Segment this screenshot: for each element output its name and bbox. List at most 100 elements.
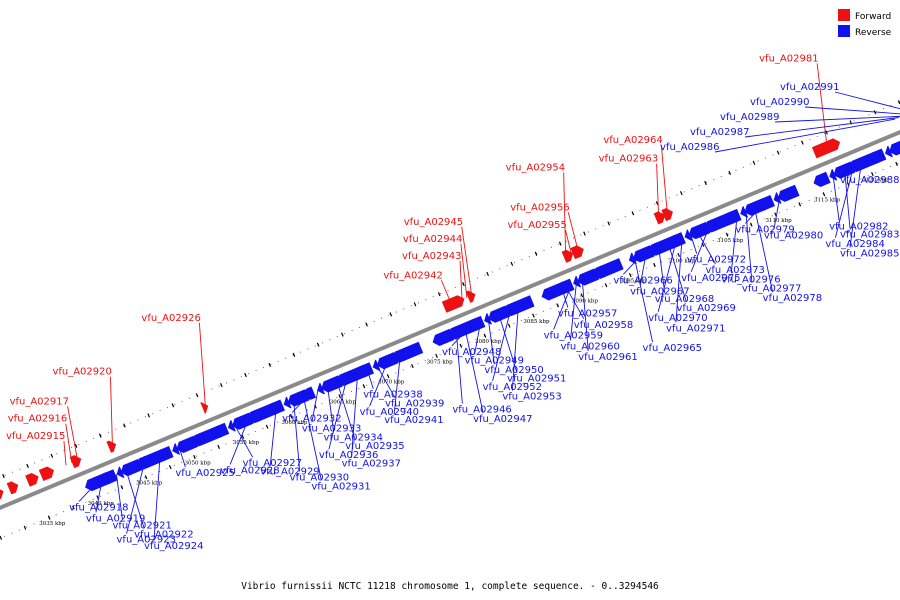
- reverse-gene-arrow: [321, 375, 343, 393]
- gene-label: vfu_A02981: [759, 53, 818, 64]
- scale-tick: [289, 414, 293, 419]
- label-leader-line: [657, 240, 677, 312]
- label-leader-line: [639, 253, 647, 286]
- label-leader-line: [565, 230, 572, 255]
- gene-label: vfu_A02922: [134, 529, 193, 540]
- gene-label: vfu_A02923: [117, 535, 176, 546]
- scale-tick: [413, 302, 417, 307]
- reverse-gene-arrow: [396, 341, 424, 361]
- gene-label: vfu_A02968: [655, 294, 714, 305]
- scale-tick: [580, 293, 584, 298]
- reverse-gene-arrow: [777, 184, 800, 202]
- gene-label: vfu_A02990: [750, 97, 809, 108]
- label-leader-line: [67, 406, 79, 461]
- forward-gene-arrow: [811, 138, 841, 159]
- scale-tick: [532, 313, 535, 318]
- forward-gene-arrow: [69, 455, 82, 469]
- label-leader-line: [581, 279, 589, 352]
- label-leader-line: [849, 163, 862, 248]
- gene-label: vfu_A02963: [599, 154, 658, 165]
- label-leader-line: [745, 211, 753, 283]
- label-leader-line: [474, 322, 482, 355]
- scale-tick: [895, 161, 898, 167]
- gene-label: vfu_A02960: [560, 341, 619, 352]
- label-leader-line: [658, 247, 666, 294]
- scale-tick: [583, 231, 586, 236]
- label-leader-line: [229, 419, 249, 465]
- gene-label: vfu_A02969: [676, 303, 735, 314]
- reverse-gene-arrow: [484, 313, 492, 325]
- scale-tick: [123, 423, 126, 428]
- label-leader-line: [65, 423, 73, 463]
- scale-tick: [655, 201, 659, 206]
- gene-label: vfu_A02941: [384, 415, 443, 426]
- gene-label: vfu_A02984: [825, 239, 884, 250]
- gene-label: vfu_A02985: [840, 249, 899, 260]
- reverse-gene-arrow: [468, 315, 486, 332]
- scale-tick: [437, 292, 441, 297]
- reverse-gene-arrow: [889, 138, 900, 156]
- label-leader-line: [730, 215, 738, 274]
- label-leader-line: [328, 378, 348, 450]
- gene-label: vfu_A02936: [319, 450, 378, 461]
- scale-tick: [798, 202, 802, 207]
- label-leader-line: [461, 226, 473, 296]
- reverse-gene-arrow: [488, 305, 511, 323]
- reverse-gene-arrow: [227, 420, 236, 432]
- label-leader-line: [623, 255, 642, 275]
- gene-label: vfu_A02965: [643, 343, 702, 354]
- scale-tick: [556, 303, 559, 308]
- label-leader-line: [816, 63, 828, 148]
- scale-tick: [386, 374, 390, 379]
- scale-tick: [144, 475, 148, 480]
- legend-forward-label: Forward: [855, 12, 891, 22]
- gene-label: vfu_A02943: [402, 251, 461, 262]
- scale-tick: [292, 352, 296, 357]
- scale-tick: [604, 283, 608, 288]
- tick-label: 3070 kbp: [378, 380, 405, 386]
- tick-label: 3095 kbp: [620, 278, 647, 284]
- forward-gene-arrow: [661, 208, 673, 222]
- label-leader-line: [115, 474, 123, 520]
- label-leader-line: [109, 376, 113, 446]
- gene-label: vfu_A02916: [8, 414, 67, 425]
- gene-label: vfu_A02935: [345, 441, 404, 452]
- label-leader-line: [832, 175, 840, 221]
- label-leader-line: [745, 204, 764, 224]
- label-leader-line: [269, 407, 277, 466]
- scale-tick: [268, 362, 272, 367]
- label-leader-line: [844, 170, 851, 229]
- label-leader-line: [198, 322, 206, 407]
- map-title: Vibrio furnissii NCTC 11218 chromosome 1…: [241, 581, 659, 592]
- scale-tick: [0, 535, 3, 540]
- scale-tick: [825, 130, 828, 135]
- scale-tick: [98, 433, 102, 438]
- reverse-gene-arrow: [116, 466, 125, 478]
- gene-label: vfu_A02972: [687, 255, 746, 266]
- label-leader-line: [487, 319, 495, 365]
- label-leader-line: [369, 361, 389, 407]
- gene-label: vfu_A02945: [404, 217, 463, 228]
- tick-label: 3040 kbp: [88, 501, 115, 507]
- label-leader-line: [634, 258, 653, 343]
- gene-label: vfu_A02928: [220, 465, 279, 476]
- label-leader-line: [804, 106, 900, 115]
- label-leader-line: [459, 260, 463, 300]
- label-leader-line: [451, 326, 471, 347]
- gene-label: vfu_A02931: [311, 481, 370, 492]
- gene-labels: vfu_A02915 vfu_A02916 vfu_A02917 vfu_A02920…: [6, 53, 899, 552]
- gene-label: vfu_A02934: [324, 432, 383, 443]
- scale-tick: [822, 192, 826, 197]
- gene-label: vfu_A02939: [385, 399, 444, 410]
- scale-tick: [120, 485, 124, 490]
- gene-label: vfu_A02927: [243, 458, 302, 469]
- label-leader-line: [774, 115, 900, 123]
- scale-tick: [171, 403, 175, 408]
- scale-tick: [338, 394, 342, 399]
- scale-tick: [704, 180, 707, 186]
- label-leader-line: [63, 441, 67, 466]
- label-leader-line: [754, 207, 774, 293]
- forward-gene-arrow: [653, 211, 666, 225]
- label-leader-line: [311, 390, 319, 423]
- reverse-gene-arrow: [577, 268, 600, 286]
